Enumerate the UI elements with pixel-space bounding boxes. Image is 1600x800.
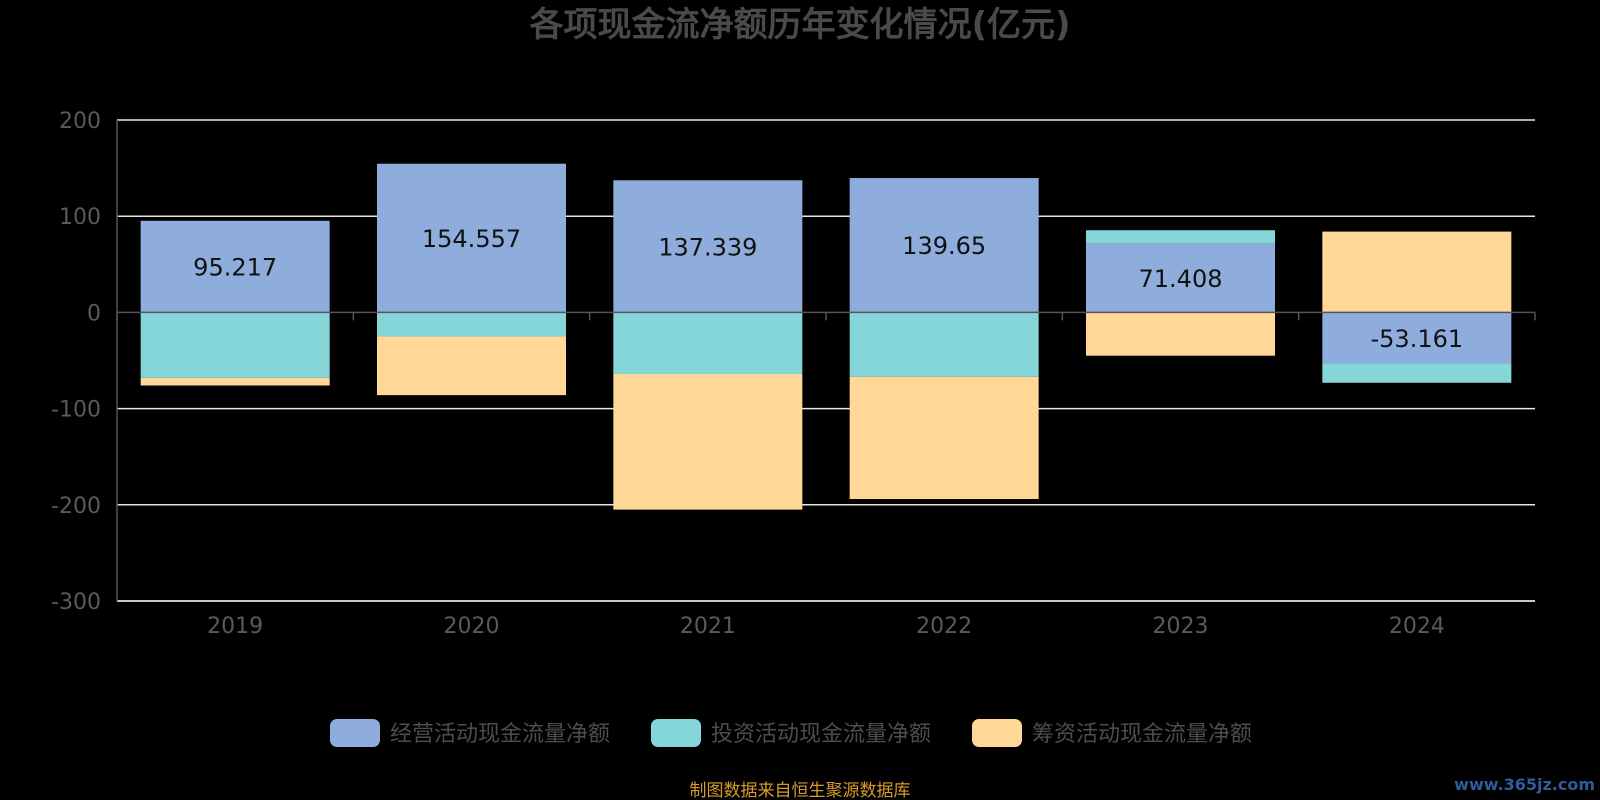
bar-segment xyxy=(613,180,803,313)
legend-swatch xyxy=(651,719,701,747)
bar-segment xyxy=(140,377,330,386)
bar-segment xyxy=(1086,243,1275,313)
axes: 200 100 0 -100 -200 -300 2019 2020 2021 2022 2023 2… xyxy=(51,109,1536,639)
bar-segment xyxy=(140,312,330,378)
bar-segment xyxy=(1086,230,1275,244)
x-tick-label: 2019 xyxy=(207,614,263,639)
bar-segment xyxy=(140,220,330,313)
legend-swatch xyxy=(330,719,380,747)
bar-segment xyxy=(613,312,803,374)
bar-segment xyxy=(377,336,566,396)
y-tick-label: -200 xyxy=(51,494,101,519)
bar-value-label: 95.217 xyxy=(193,254,277,282)
bar-segment xyxy=(1086,312,1275,356)
bar-segment xyxy=(849,376,1039,500)
legend: 经营活动现金流量净额 投资活动现金流量净额 筹资活动现金流量净额 xyxy=(330,719,1252,747)
bar-value-label: 139.65 xyxy=(902,232,986,260)
y-tick-label: 100 xyxy=(59,205,101,230)
data-labels: 95.217 154.557 137.339 139.65 71.408 -53.161 xyxy=(193,225,1463,353)
legend-label: 筹资活动现金流量净额 xyxy=(1032,722,1252,747)
bar-value-label: 137.339 xyxy=(658,233,757,261)
bar-segment xyxy=(1322,363,1512,383)
x-tick-label: 2022 xyxy=(916,614,972,639)
chart-title: 各项现金流净额历年变化情况(亿元) xyxy=(529,5,1070,45)
legend-swatch xyxy=(972,719,1022,747)
grid xyxy=(117,119,1535,602)
x-tick-label: 2020 xyxy=(444,614,500,639)
bar-segment xyxy=(613,373,803,510)
y-tick-label: -300 xyxy=(51,590,101,615)
legend-label: 经营活动现金流量净额 xyxy=(390,722,610,747)
bar-segment xyxy=(377,312,566,337)
bar-segment xyxy=(849,312,1039,377)
watermark: www.365jz.com xyxy=(1454,775,1595,794)
bar-segment xyxy=(849,178,1039,313)
bar-segment xyxy=(377,163,566,313)
x-tick-label: 2024 xyxy=(1389,614,1445,639)
bar-segment xyxy=(1322,312,1512,364)
x-tick-label: 2021 xyxy=(680,614,736,639)
bar-segment xyxy=(1322,231,1512,313)
bars xyxy=(140,163,1512,510)
bar-value-label: -53.161 xyxy=(1371,325,1464,353)
bar-value-label: 154.557 xyxy=(422,225,521,253)
y-tick-label: -100 xyxy=(51,398,101,423)
bar-value-label: 71.408 xyxy=(1139,265,1223,293)
source-note: 制图数据来自恒生聚源数据库 xyxy=(690,781,911,800)
x-tick-label: 2023 xyxy=(1153,614,1209,639)
y-tick-label: 0 xyxy=(87,301,101,326)
legend-label: 投资活动现金流量净额 xyxy=(711,722,931,747)
y-tick-label: 200 xyxy=(59,109,101,134)
